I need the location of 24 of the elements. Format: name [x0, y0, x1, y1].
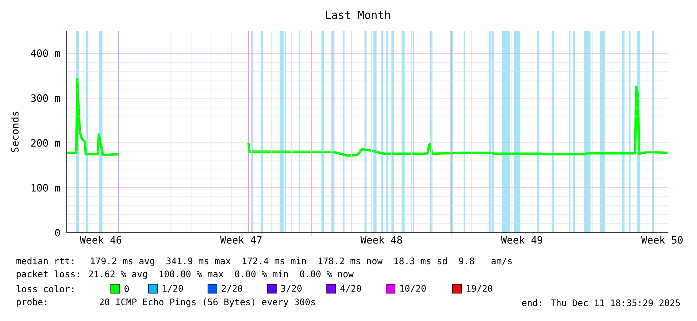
y-tick-label: 100 m [32, 184, 60, 192]
legend-label: 10/20 [400, 285, 426, 293]
y-axis-title: Seconds [11, 112, 19, 152]
legend-label: 1/20 [163, 285, 184, 293]
y-tick-label: 200 m [31, 139, 60, 147]
x-tick-label: Week 50 [641, 236, 683, 244]
legend-label: 0 [124, 286, 130, 292]
text: probe: 20 ICMP Echo Pings (56 Bytes) every 300s [17, 298, 316, 308]
y-tick-label: 0 [55, 229, 60, 237]
legend-label: 19/20 [467, 285, 493, 293]
legend-title: loss color: [16, 285, 74, 292]
text: end: Thu Dec 11 18:35:29 2025 [522, 300, 680, 306]
x-tick-label: Week 48 [360, 236, 402, 244]
x-tick-label: Week 47 [220, 236, 262, 244]
text: median rtt: 179.2 ms avg 341.9 ms max 172.4 ms min 178.2 ms now 18.3 ms sd 9.8 am/s [16, 258, 512, 266]
legend-label: 2/20 [222, 285, 242, 293]
x-tick-label: Week 49 [501, 236, 543, 244]
text: packet loss: 21.62 % avg 100.00 % max 0.00 % min 0.00 % now [17, 270, 354, 280]
chart-title: Last Month [326, 10, 390, 20]
legend-label: 3/20 [281, 285, 302, 293]
y-tick-label: 400 m [31, 50, 60, 58]
legend-label: 4/20 [340, 285, 362, 293]
y-tick-label: 300 m [31, 94, 60, 102]
x-tick-label: Week 46 [80, 236, 122, 244]
